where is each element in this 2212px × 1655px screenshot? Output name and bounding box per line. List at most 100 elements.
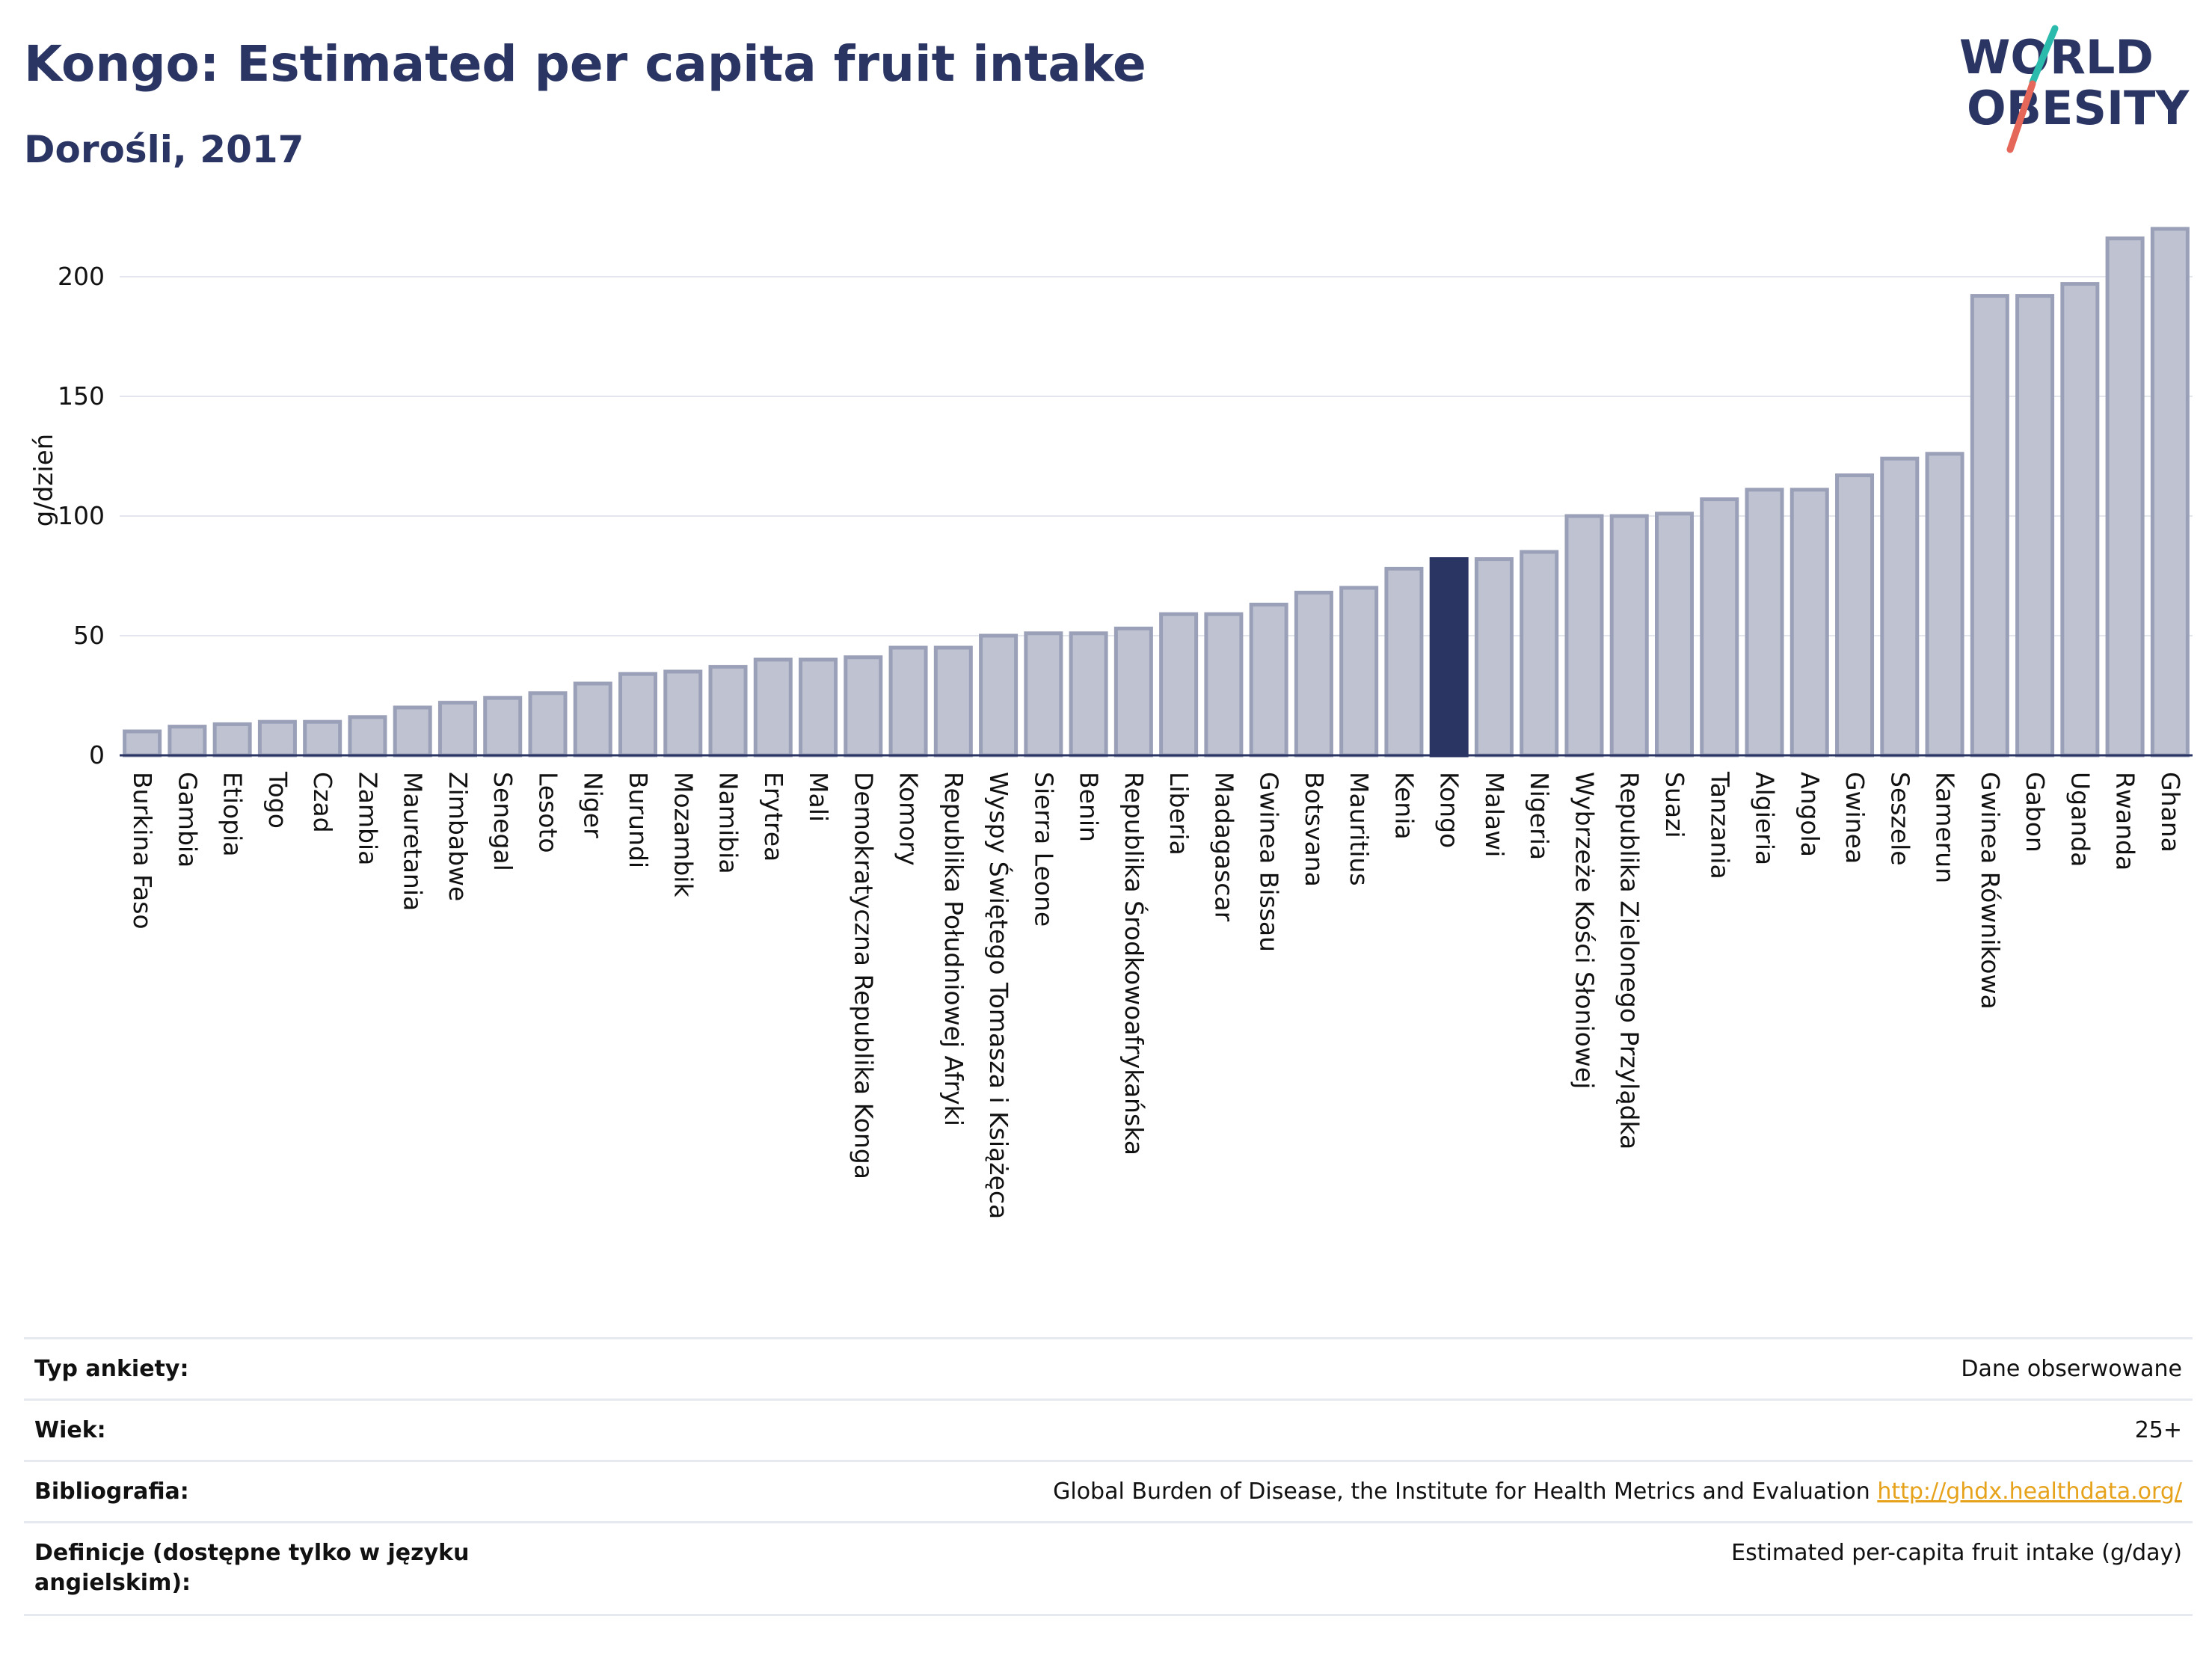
- x-tick-label: Mauretania: [399, 772, 428, 911]
- x-tick-label: Benin: [1075, 772, 1104, 842]
- bar-10: [573, 681, 612, 758]
- info-value-age: 25+: [2134, 1416, 2182, 1443]
- x-tick-label: Wybrzeże Kości Słoniowej: [1570, 772, 1599, 1089]
- bar-3: [257, 719, 297, 758]
- bar-2: [212, 722, 252, 758]
- bar-19: [979, 633, 1019, 758]
- x-tick-label: Ghana: [2156, 772, 2185, 853]
- x-tick-label: Uganda: [2065, 772, 2095, 867]
- x-tick-label: Republika Zielonego Przylądka: [1615, 772, 1644, 1149]
- bar-6: [393, 705, 432, 758]
- info-value-bibliography: Global Burden of Disease, the Institute …: [1053, 1477, 2182, 1507]
- chart-subtitle: Dorośli, 2017: [24, 128, 304, 171]
- bar-5: [348, 715, 387, 758]
- x-tick-label: Zambia: [353, 772, 382, 865]
- bibliography-link[interactable]: http://ghdx.healthdata.org/: [1877, 1478, 2182, 1505]
- bar-7: [437, 701, 477, 758]
- bar-33: [1609, 514, 1649, 758]
- info-label-survey-type: Typ ankiety:: [34, 1355, 189, 1382]
- x-tick-label: Lesoto: [533, 772, 562, 853]
- bar-18: [933, 645, 973, 758]
- bar-42: [2015, 294, 2055, 758]
- info-label-bibliography: Bibliografia:: [34, 1478, 189, 1505]
- x-tick-label: Gambia: [173, 772, 202, 868]
- bar-29: [1429, 557, 1469, 758]
- bar-38: [1835, 473, 1875, 758]
- x-tick-label: Republika Środkowoafrykańska: [1119, 772, 1149, 1155]
- info-value-definitions: Estimated per-capita fruit intake (g/day…: [1731, 1540, 2182, 1566]
- bar-45: [2150, 227, 2190, 758]
- x-tick-label: Gabon: [2021, 772, 2050, 853]
- x-tick-label: Wyspy Świętego Tomasza i Książęca: [984, 772, 1014, 1219]
- y-tick-label: 150: [58, 381, 105, 411]
- x-tick-label: Sierra Leone: [1029, 772, 1058, 927]
- x-tick-label: Zimbabwe: [443, 772, 473, 901]
- bar-22: [1113, 626, 1153, 758]
- info-label-age: Wiek:: [34, 1416, 106, 1443]
- world-obesity-logo: WORLD OBESITY: [1959, 25, 2190, 153]
- x-tick-label: Seszele: [1885, 772, 1914, 866]
- x-tick-label: Namibia: [714, 772, 743, 874]
- bar-26: [1294, 590, 1333, 758]
- bar-37: [1789, 488, 1829, 758]
- bar-chart: 0 50 100 150 200 g/dzień Burkina Faso Gambia Eti…: [29, 227, 2193, 1219]
- info-row-bibliography: Bibliografia: Global Burden of Disease, …: [24, 1462, 2193, 1523]
- x-tick-label: Rwanda: [2111, 772, 2140, 871]
- bar-31: [1520, 550, 1559, 758]
- bar-24: [1204, 612, 1244, 758]
- y-axis-label: g/dzień: [29, 434, 59, 526]
- bar-27: [1339, 586, 1379, 758]
- x-tick-label: Burkina Faso: [128, 772, 157, 930]
- x-tick-label: Komory: [894, 772, 924, 866]
- bar-21: [1069, 631, 1108, 758]
- logo-text-obesity: OBESITY: [1967, 81, 2190, 135]
- bar-25: [1249, 602, 1288, 758]
- bibliography-text: Global Burden of Disease, the Institute …: [1053, 1478, 1870, 1505]
- x-tick-label: Algieria: [1751, 772, 1780, 865]
- info-row-definitions: Definicje (dostępne tylko w języku angie…: [24, 1523, 2193, 1616]
- x-tick-label: Kenia: [1389, 772, 1419, 840]
- info-row-survey-type: Typ ankiety: Dane obserwowane: [24, 1339, 2193, 1401]
- x-tick-label: Republika Południowej Afryki: [939, 772, 968, 1126]
- x-tick-label: Gwinea Równikowa: [1976, 772, 2005, 1010]
- x-tick-label: Madagascar: [1209, 772, 1238, 922]
- info-label-definitions: Definicje (dostępne tylko w języku angie…: [34, 1540, 470, 1596]
- bar-23: [1159, 612, 1199, 758]
- x-tick-label: Burundi: [624, 772, 653, 868]
- bar-30: [1474, 557, 1514, 758]
- bar-9: [528, 691, 568, 758]
- x-tick-label: Gwinea: [1840, 772, 1870, 864]
- y-tick-label: 0: [89, 740, 105, 770]
- chart-title: Kongo: Estimated per capita fruit intake: [24, 35, 1146, 93]
- bar-0: [123, 729, 162, 758]
- bar-15: [799, 657, 838, 758]
- bar-44: [2105, 236, 2145, 758]
- info-table: Typ ankiety: Dane obserwowane Wiek: 25+ …: [24, 1337, 2193, 1616]
- bar-39: [1880, 456, 1920, 758]
- x-tick-label: Malawi: [1480, 772, 1509, 857]
- bar-17: [888, 645, 928, 758]
- x-tick-label: Kongo: [1435, 772, 1464, 848]
- x-tick-label: Niger: [579, 772, 608, 838]
- bar-11: [618, 672, 658, 758]
- info-row-age: Wiek: 25+: [24, 1401, 2193, 1462]
- y-tick-label: 100: [58, 501, 105, 530]
- x-tick-label: Togo: [263, 771, 292, 829]
- bar-32: [1564, 514, 1604, 758]
- logo-slash-red: [2006, 80, 2036, 153]
- bar-34: [1654, 512, 1695, 758]
- bar-14: [753, 657, 793, 758]
- info-value-survey-type: Dane obserwowane: [1961, 1355, 2182, 1382]
- x-tick-label: Mali: [804, 772, 833, 822]
- bar-8: [483, 696, 523, 758]
- x-tick-label: Mozambik: [669, 772, 698, 897]
- x-tick-label: Botsvana: [1300, 772, 1329, 887]
- x-tick-label: Angola: [1795, 772, 1825, 857]
- x-tick-label: Liberia: [1164, 772, 1193, 856]
- x-tick-label: Erytrea: [759, 772, 788, 862]
- x-tick-label: Etiopia: [218, 772, 248, 857]
- x-tick-label: Mauritius: [1345, 772, 1374, 886]
- bar-12: [663, 669, 703, 758]
- x-tick-label: Czad: [308, 772, 337, 833]
- bar-43: [2060, 282, 2100, 758]
